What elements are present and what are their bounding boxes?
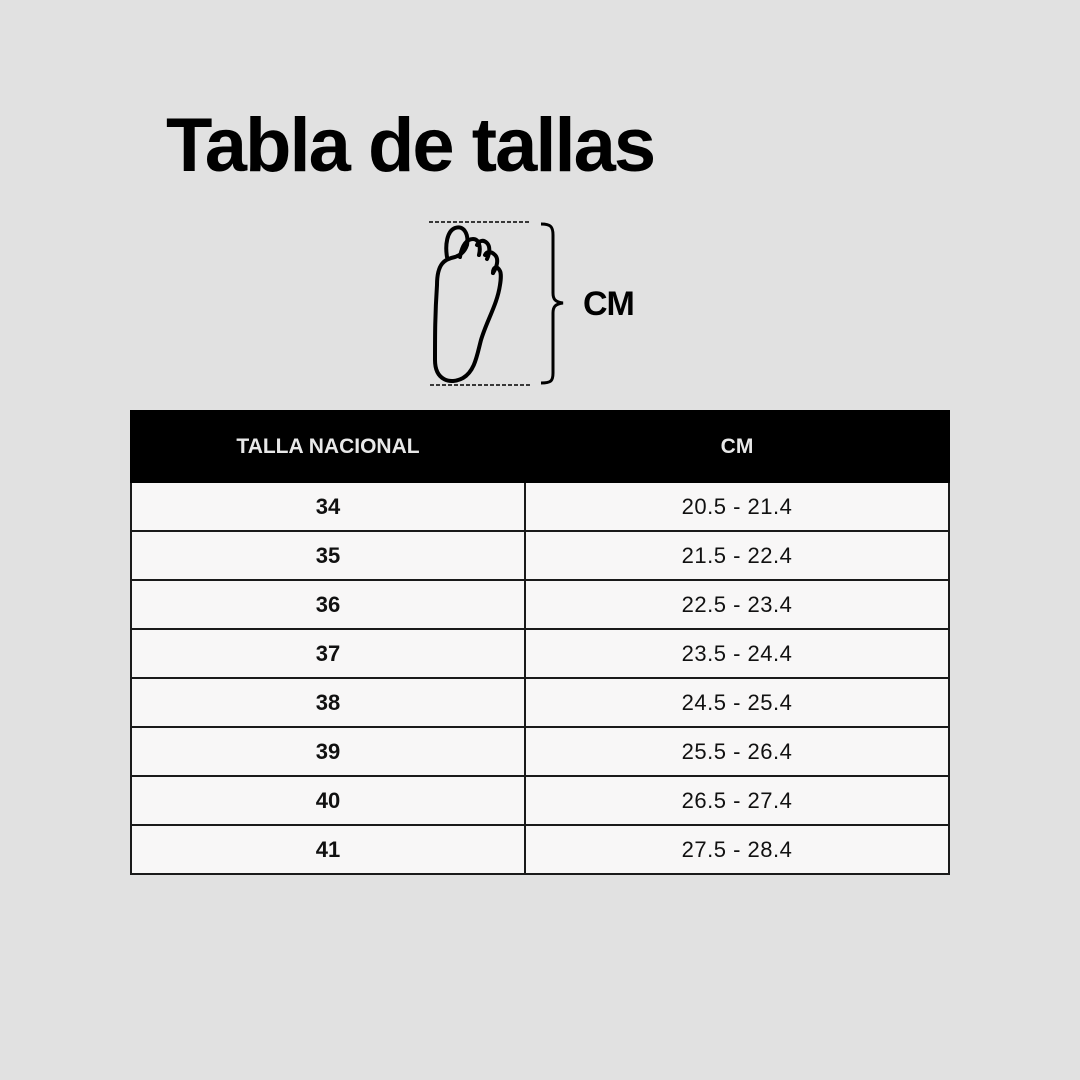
cm-range-cell: 24.5 - 25.4 <box>524 677 950 728</box>
size-cell: 40 <box>130 775 526 826</box>
page-title: Tabla de tallas <box>166 103 656 188</box>
size-table: TALLA NACIONAL CM 34 20.5 - 21.4 35 21.5 - … <box>130 410 950 875</box>
size-cell: 36 <box>130 579 526 630</box>
cm-range-cell: 23.5 - 24.4 <box>524 628 950 679</box>
table-row: 41 27.5 - 28.4 <box>130 824 950 875</box>
size-cell: 37 <box>130 628 526 679</box>
table-row: 40 26.5 - 27.4 <box>130 775 950 826</box>
toes <box>458 236 500 275</box>
table-row: 37 23.5 - 24.4 <box>130 628 950 679</box>
foot-outline-icon <box>429 221 564 386</box>
cm-range-cell: 22.5 - 23.4 <box>524 579 950 630</box>
foot-outline <box>433 225 503 383</box>
brace-icon <box>540 222 564 385</box>
cm-range-cell: 25.5 - 26.4 <box>524 726 950 777</box>
size-cell: 39 <box>130 726 526 777</box>
cm-range-cell: 21.5 - 22.4 <box>524 530 950 581</box>
table-row: 38 24.5 - 25.4 <box>130 677 950 728</box>
table-header-row: TALLA NACIONAL CM <box>130 410 950 483</box>
size-cell: 35 <box>130 530 526 581</box>
header-cm: CM <box>524 410 950 483</box>
size-cell: 34 <box>130 481 526 532</box>
cm-range-cell: 20.5 - 21.4 <box>524 481 950 532</box>
header-talla-nacional: TALLA NACIONAL <box>130 410 526 483</box>
table-row: 34 20.5 - 21.4 <box>130 481 950 532</box>
table-row: 36 22.5 - 23.4 <box>130 579 950 630</box>
cm-range-cell: 27.5 - 28.4 <box>524 824 950 875</box>
measure-label: CM <box>583 285 635 323</box>
table-row: 39 25.5 - 26.4 <box>130 726 950 777</box>
cm-range-cell: 26.5 - 27.4 <box>524 775 950 826</box>
size-cell: 41 <box>130 824 526 875</box>
table-row: 35 21.5 - 22.4 <box>130 530 950 581</box>
size-cell: 38 <box>130 677 526 728</box>
